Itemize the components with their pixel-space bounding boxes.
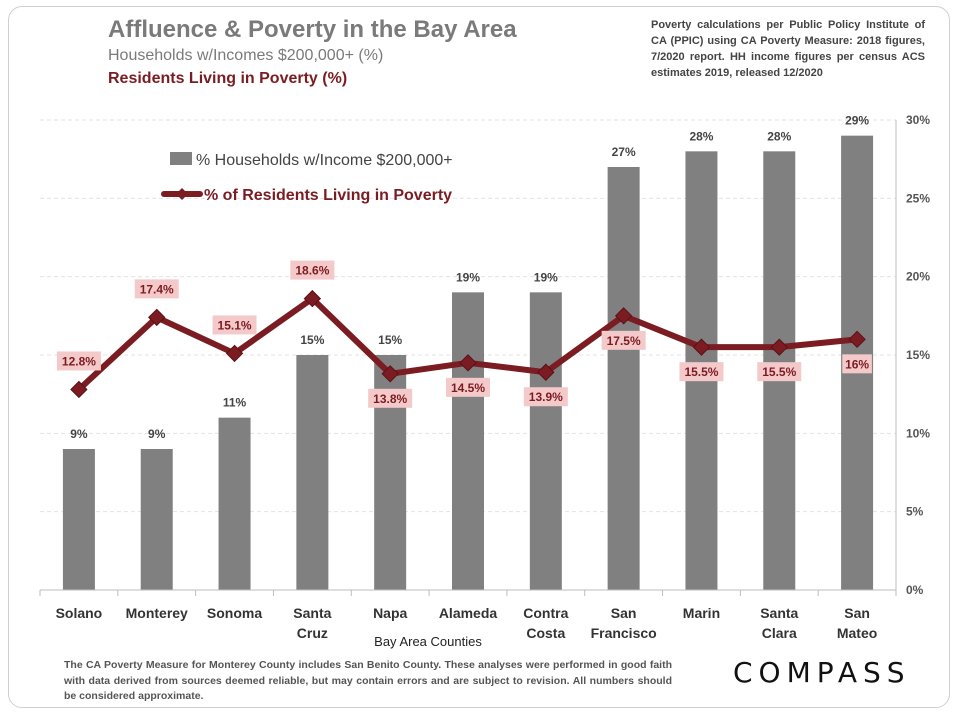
poverty-point — [381, 365, 399, 383]
poverty-point — [848, 330, 866, 349]
poverty-label: 17.5% — [607, 334, 641, 348]
poverty-label: 14.5% — [451, 381, 485, 395]
poverty-label-box — [601, 330, 646, 350]
poverty-label: 15.5% — [684, 365, 718, 379]
income-bar — [452, 292, 484, 590]
poverty-labels: 12.8% 17.4% 15.1% 18.6% 13.8% 14.5% 13.9% 17.5%… — [56, 260, 872, 408]
poverty-label-box — [757, 362, 802, 382]
y-axis-ticks: 0% 5% 10% 15% 20% 25% 30% — [895, 113, 930, 597]
poverty-point — [614, 307, 633, 325]
poverty-label-box — [446, 377, 490, 397]
poverty-label-box — [56, 351, 101, 371]
y-tick-label: 15% — [906, 348, 930, 362]
poverty-point — [459, 354, 477, 372]
category-label: Santa Cruz — [293, 605, 331, 641]
legend-bar-swatch — [170, 152, 192, 165]
income-bar — [140, 449, 173, 590]
category-label: Santa Clara — [760, 605, 798, 641]
chart-subtitle-income: Households w/Incomes $200,000+ (%) — [108, 47, 384, 64]
y-tick-label: 20% — [906, 270, 930, 284]
y-tick-label: 10% — [906, 426, 930, 440]
category-label: Alameda — [439, 605, 498, 621]
category-label: Sonoma — [207, 605, 262, 621]
income-bar — [218, 417, 251, 590]
x-axis-categories: Solano Monterey Sonoma Santa Cruz Napa Alameda… — [56, 605, 878, 641]
poverty-line — [70, 289, 866, 399]
source-note: Poverty calculations per Public Policy I… — [651, 19, 925, 79]
income-bar-labels: 9% 9% 11% 15% 15% 19% 19% 27% 28% 28% 29% — [70, 114, 869, 441]
category-label: Solano — [56, 605, 103, 621]
poverty-label-box — [212, 315, 257, 335]
income-bar-label: 27% — [612, 145, 636, 159]
legend-poverty-label: % of Residents Living in Poverty — [204, 187, 452, 204]
income-bar-label: 11% — [223, 396, 247, 410]
income-bar-label: 15% — [300, 333, 324, 347]
poverty-label: 13.8% — [373, 392, 407, 406]
poverty-label: 15.1% — [218, 318, 252, 332]
poverty-label: 18.6% — [295, 264, 329, 278]
poverty-point — [225, 344, 244, 363]
compass-logo: COMPASS — [733, 656, 911, 689]
poverty-label-box — [523, 387, 568, 407]
income-bar-label: 19% — [456, 270, 480, 284]
category-label: Monterey — [126, 605, 188, 621]
poverty-label-box — [134, 279, 179, 299]
income-bar-label: 9% — [148, 427, 166, 441]
income-bar-label: 29% — [845, 114, 869, 128]
poverty-label-box — [290, 260, 335, 280]
category-label: San Mateo — [837, 605, 877, 641]
category-label: Napa — [373, 605, 407, 621]
income-bar-label: 15% — [378, 333, 402, 347]
poverty-point — [148, 308, 166, 327]
poverty-point — [303, 289, 322, 308]
chart-subtitle-poverty: Residents Living in Poverty (%) — [108, 70, 348, 87]
poverty-label: 16% — [845, 357, 869, 371]
income-bar-label: 28% — [767, 129, 791, 143]
poverty-label: 17.4% — [140, 282, 174, 296]
poverty-label-box — [679, 362, 724, 382]
y-tick-label: 30% — [906, 113, 930, 127]
poverty-label: 13.9% — [529, 390, 563, 404]
income-bar-label: 28% — [689, 129, 713, 143]
poverty-point — [537, 363, 555, 381]
income-bars — [62, 135, 874, 591]
poverty-point — [770, 338, 788, 356]
legend-income-label: % Households w/Income $200,000+ — [196, 152, 453, 169]
disclaimer-text: The CA Poverty Measure for Monterey Coun… — [64, 659, 672, 702]
y-tick-label: 0% — [906, 583, 924, 597]
income-bar-label: 19% — [534, 270, 558, 284]
category-label: Contra Costa — [523, 605, 568, 641]
income-bar-label: 9% — [70, 427, 88, 441]
poverty-label-box — [368, 388, 413, 408]
category-label: Marin — [683, 605, 720, 621]
chart-title: Affluence & Poverty in the Bay Area — [108, 16, 517, 43]
legend-diamond-marker — [176, 188, 188, 200]
x-axis-title: Bay Area Counties — [374, 634, 482, 649]
poverty-label: 12.8% — [62, 354, 96, 368]
income-bar — [529, 292, 562, 590]
income-bar — [296, 355, 329, 590]
income-bar — [607, 167, 640, 590]
category-label: San Francisco — [591, 605, 657, 641]
poverty-label: 15.5% — [762, 365, 796, 379]
poverty-label-box — [842, 354, 872, 374]
legend: % Households w/Income $200,000+ % of Res… — [161, 152, 453, 204]
poverty-point — [692, 338, 711, 356]
poverty-point — [70, 380, 88, 399]
income-bar — [62, 449, 95, 590]
y-tick-label: 5% — [906, 505, 924, 519]
y-tick-label: 25% — [906, 191, 930, 205]
